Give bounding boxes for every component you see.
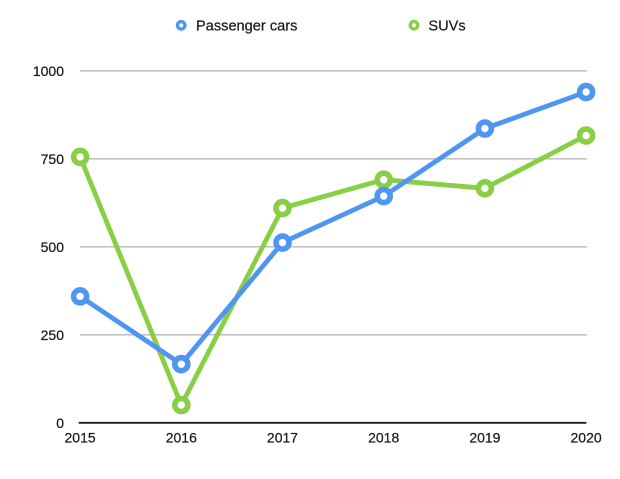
- svg-text:500: 500: [41, 239, 65, 255]
- svg-text:2019: 2019: [469, 429, 500, 445]
- svg-text:0: 0: [56, 415, 64, 431]
- svg-text:2020: 2020: [571, 429, 602, 445]
- svg-text:1000: 1000: [33, 63, 64, 79]
- svg-text:SUVs: SUVs: [428, 19, 465, 35]
- svg-text:2016: 2016: [166, 429, 197, 445]
- svg-text:750: 750: [41, 151, 65, 167]
- svg-text:2018: 2018: [368, 429, 399, 445]
- svg-text:2017: 2017: [267, 429, 298, 445]
- svg-text:2015: 2015: [65, 429, 96, 445]
- svg-text:250: 250: [41, 327, 65, 343]
- svg-text:Passenger cars: Passenger cars: [196, 19, 297, 35]
